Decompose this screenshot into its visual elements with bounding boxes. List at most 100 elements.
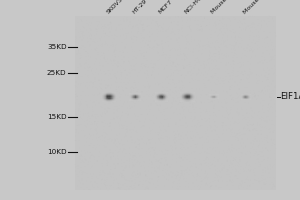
Point [166, 99, 170, 103]
Point [126, 82, 131, 85]
Point [166, 90, 171, 93]
Point [176, 102, 181, 105]
Point [123, 82, 128, 85]
Point [256, 24, 260, 27]
Point [139, 40, 143, 43]
Point [266, 149, 270, 152]
Point [112, 70, 117, 74]
Point [248, 96, 253, 99]
Point [78, 100, 83, 103]
Point [91, 173, 96, 176]
Point [107, 137, 112, 140]
Point [196, 83, 200, 87]
Point [263, 113, 268, 117]
Point [100, 161, 105, 164]
Point [145, 112, 150, 115]
Point [77, 150, 82, 153]
Point [217, 22, 221, 25]
Point [181, 177, 186, 181]
Point [248, 57, 253, 60]
Point [193, 143, 197, 146]
Point [225, 116, 230, 120]
Point [238, 133, 243, 137]
Point [147, 48, 152, 51]
Point [255, 47, 260, 51]
Point [197, 46, 202, 49]
Point [263, 184, 268, 187]
Point [98, 86, 103, 90]
Point [140, 26, 145, 29]
Point [215, 46, 220, 49]
Point [161, 22, 166, 26]
Point [76, 102, 81, 106]
Point [174, 112, 179, 115]
Point [222, 82, 226, 85]
Point [197, 144, 202, 147]
Point [229, 138, 234, 141]
Point [265, 148, 270, 151]
Point [203, 168, 208, 171]
Point [189, 29, 194, 33]
Point [184, 122, 189, 125]
Point [139, 113, 143, 116]
Point [123, 54, 128, 57]
Point [204, 46, 208, 49]
Point [128, 20, 133, 24]
Point [221, 17, 226, 20]
Point [221, 90, 226, 93]
Point [245, 185, 250, 188]
Point [164, 44, 168, 47]
Point [99, 72, 104, 75]
Point [259, 25, 264, 28]
Point [131, 128, 136, 131]
Point [230, 116, 235, 119]
Point [271, 130, 276, 134]
Point [250, 25, 255, 28]
Point [252, 40, 257, 43]
Point [93, 151, 98, 154]
Point [151, 134, 156, 137]
Point [86, 104, 91, 107]
Point [144, 69, 149, 72]
Point [169, 65, 174, 68]
Point [167, 139, 171, 142]
Point [150, 70, 155, 73]
Point [98, 138, 103, 141]
Point [82, 70, 87, 73]
Point [165, 86, 170, 89]
Point [135, 137, 140, 140]
Point [219, 61, 224, 64]
Point [220, 187, 225, 191]
Point [94, 57, 99, 60]
Point [212, 89, 216, 92]
Point [241, 146, 246, 149]
Point [184, 154, 189, 157]
Point [254, 169, 259, 172]
Point [269, 181, 274, 184]
Point [272, 63, 277, 66]
Point [228, 108, 233, 112]
Point [185, 171, 190, 174]
Point [265, 33, 269, 36]
Point [144, 78, 149, 82]
Point [103, 72, 108, 75]
Point [149, 148, 154, 151]
Point [171, 27, 176, 31]
Point [167, 61, 171, 64]
Point [108, 15, 112, 18]
Point [74, 37, 79, 40]
Point [150, 60, 154, 64]
Point [266, 102, 271, 106]
Point [146, 33, 151, 36]
Point [224, 54, 229, 57]
Point [263, 111, 268, 114]
Point [249, 58, 254, 62]
Point [235, 110, 240, 114]
Point [224, 121, 229, 125]
Point [254, 81, 259, 85]
Point [176, 72, 180, 75]
Point [228, 137, 232, 140]
Point [148, 130, 153, 133]
Point [260, 58, 265, 61]
Point [130, 157, 135, 160]
